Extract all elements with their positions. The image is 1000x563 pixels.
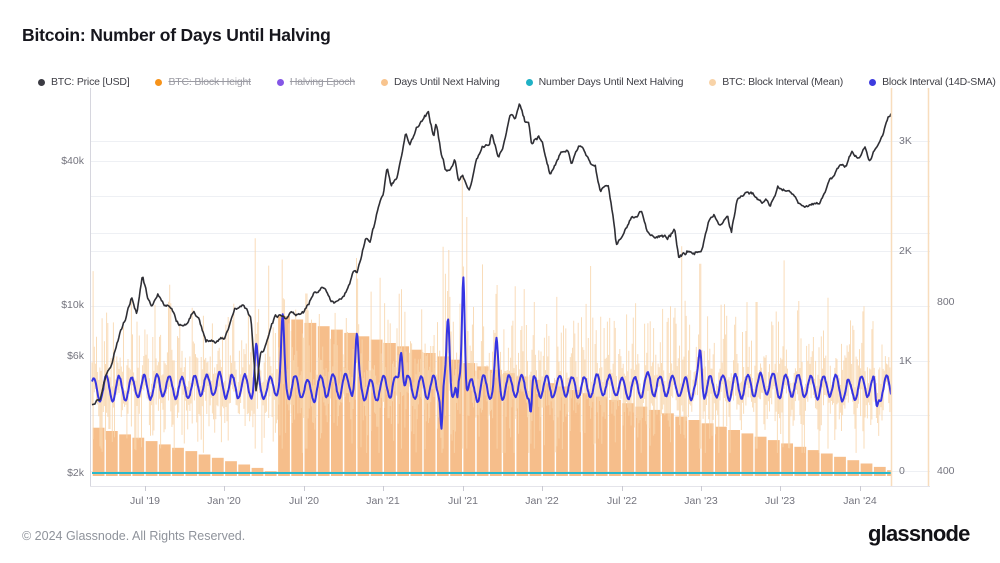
page-title: Bitcoin: Number of Days Until Halving: [22, 25, 331, 45]
btc-price-line: [91, 103, 891, 406]
y-axis-usd-label-2: $6k: [67, 350, 85, 362]
x-axis-label-5: Jan '22: [525, 495, 559, 507]
x-axis-label-6: Jul '22: [607, 495, 637, 507]
x-axis-label-0: Jul '19: [130, 495, 160, 507]
glassnode-logo[interactable]: glassnode: [868, 521, 970, 546]
legend-item-block-interval-14d-sma[interactable]: Block Interval (14D-SMA): [869, 76, 996, 88]
legend-dot-halving-epoch: [276, 78, 284, 86]
legend-dot-btc-block-interval-mean: [709, 78, 717, 86]
x-axis-label-7: Jan '23: [684, 495, 718, 507]
legend-dot-btc-price-usd: [38, 78, 45, 86]
y-axis-usd-label-1: $10k: [61, 299, 85, 311]
copyright-text: © 2024 Glassnode. All Rights Reserved.: [22, 529, 246, 543]
axes: $40k $10k $6k $2k 3K 2K 1K 0 800 400 Jul '19 Jan '2…: [61, 88, 955, 507]
legend-dot-btc-block-height: [155, 78, 163, 86]
x-axis-label-3: Jan '21: [366, 495, 400, 507]
legend-label-number-days-until-next-halving: Number Days Until Next Halving: [538, 76, 684, 88]
block-interval-sma-line: [91, 276, 891, 430]
legend-item-number-days-until-next-halving[interactable]: Number Days Until Next Halving: [525, 76, 684, 88]
x-axis-label-2: Jul '20: [289, 495, 319, 507]
y-axis-seconds-label-0: 800: [937, 296, 955, 308]
legend-dot-block-interval-14d-sma: [869, 78, 877, 86]
x-axis-label-1: Jan '20: [207, 495, 241, 507]
legend: BTC: Price [USD] BTC: Block Height Halving…: [38, 76, 996, 88]
legend-label-block-interval-14d-sma: Block Interval (14D-SMA): [882, 76, 996, 88]
legend-item-halving-epoch[interactable]: Halving Epoch: [276, 76, 355, 88]
y-axis-days-label-2: 1K: [899, 355, 912, 367]
x-axis-label-9: Jan '24: [843, 495, 877, 507]
legend-overflow-indicator: -: [913, 75, 917, 87]
y-axis-days-label-3: 0: [899, 465, 905, 477]
legend-label-btc-block-interval-mean: BTC: Block Interval (Mean): [722, 76, 844, 88]
legend-label-halving-epoch: Halving Epoch: [289, 76, 355, 88]
legend-label-btc-block-height: BTC: Block Height: [168, 76, 251, 88]
y-axis-usd-label-0: $40k: [61, 155, 85, 167]
legend-item-btc-price-usd[interactable]: BTC: Price [USD]: [38, 76, 130, 88]
legend-item-days-until-next-halving[interactable]: Days Until Next Halving: [380, 76, 500, 88]
y-axis-days-label-1: 2K: [899, 245, 912, 257]
y-axis-days-label-0: 3K: [899, 135, 912, 147]
legend-item-btc-block-interval-mean[interactable]: BTC: Block Interval (Mean): [709, 76, 843, 88]
legend-label-days-until-next-halving: Days Until Next Halving: [393, 76, 500, 88]
x-axis-label-4: Jul '21: [448, 495, 478, 507]
x-axis-label-8: Jul '23: [765, 495, 795, 507]
legend-dot-days-until-next-halving: [380, 78, 388, 86]
y-axis-usd-label-3: $2k: [67, 467, 85, 479]
legend-label-btc-price-usd: BTC: Price [USD]: [51, 76, 130, 88]
legend-item-btc-block-height[interactable]: BTC: Block Height: [155, 76, 251, 88]
y-axis-seconds-label-1: 400: [937, 465, 955, 477]
legend-dot-number-days-until-next-halving: [525, 78, 533, 86]
